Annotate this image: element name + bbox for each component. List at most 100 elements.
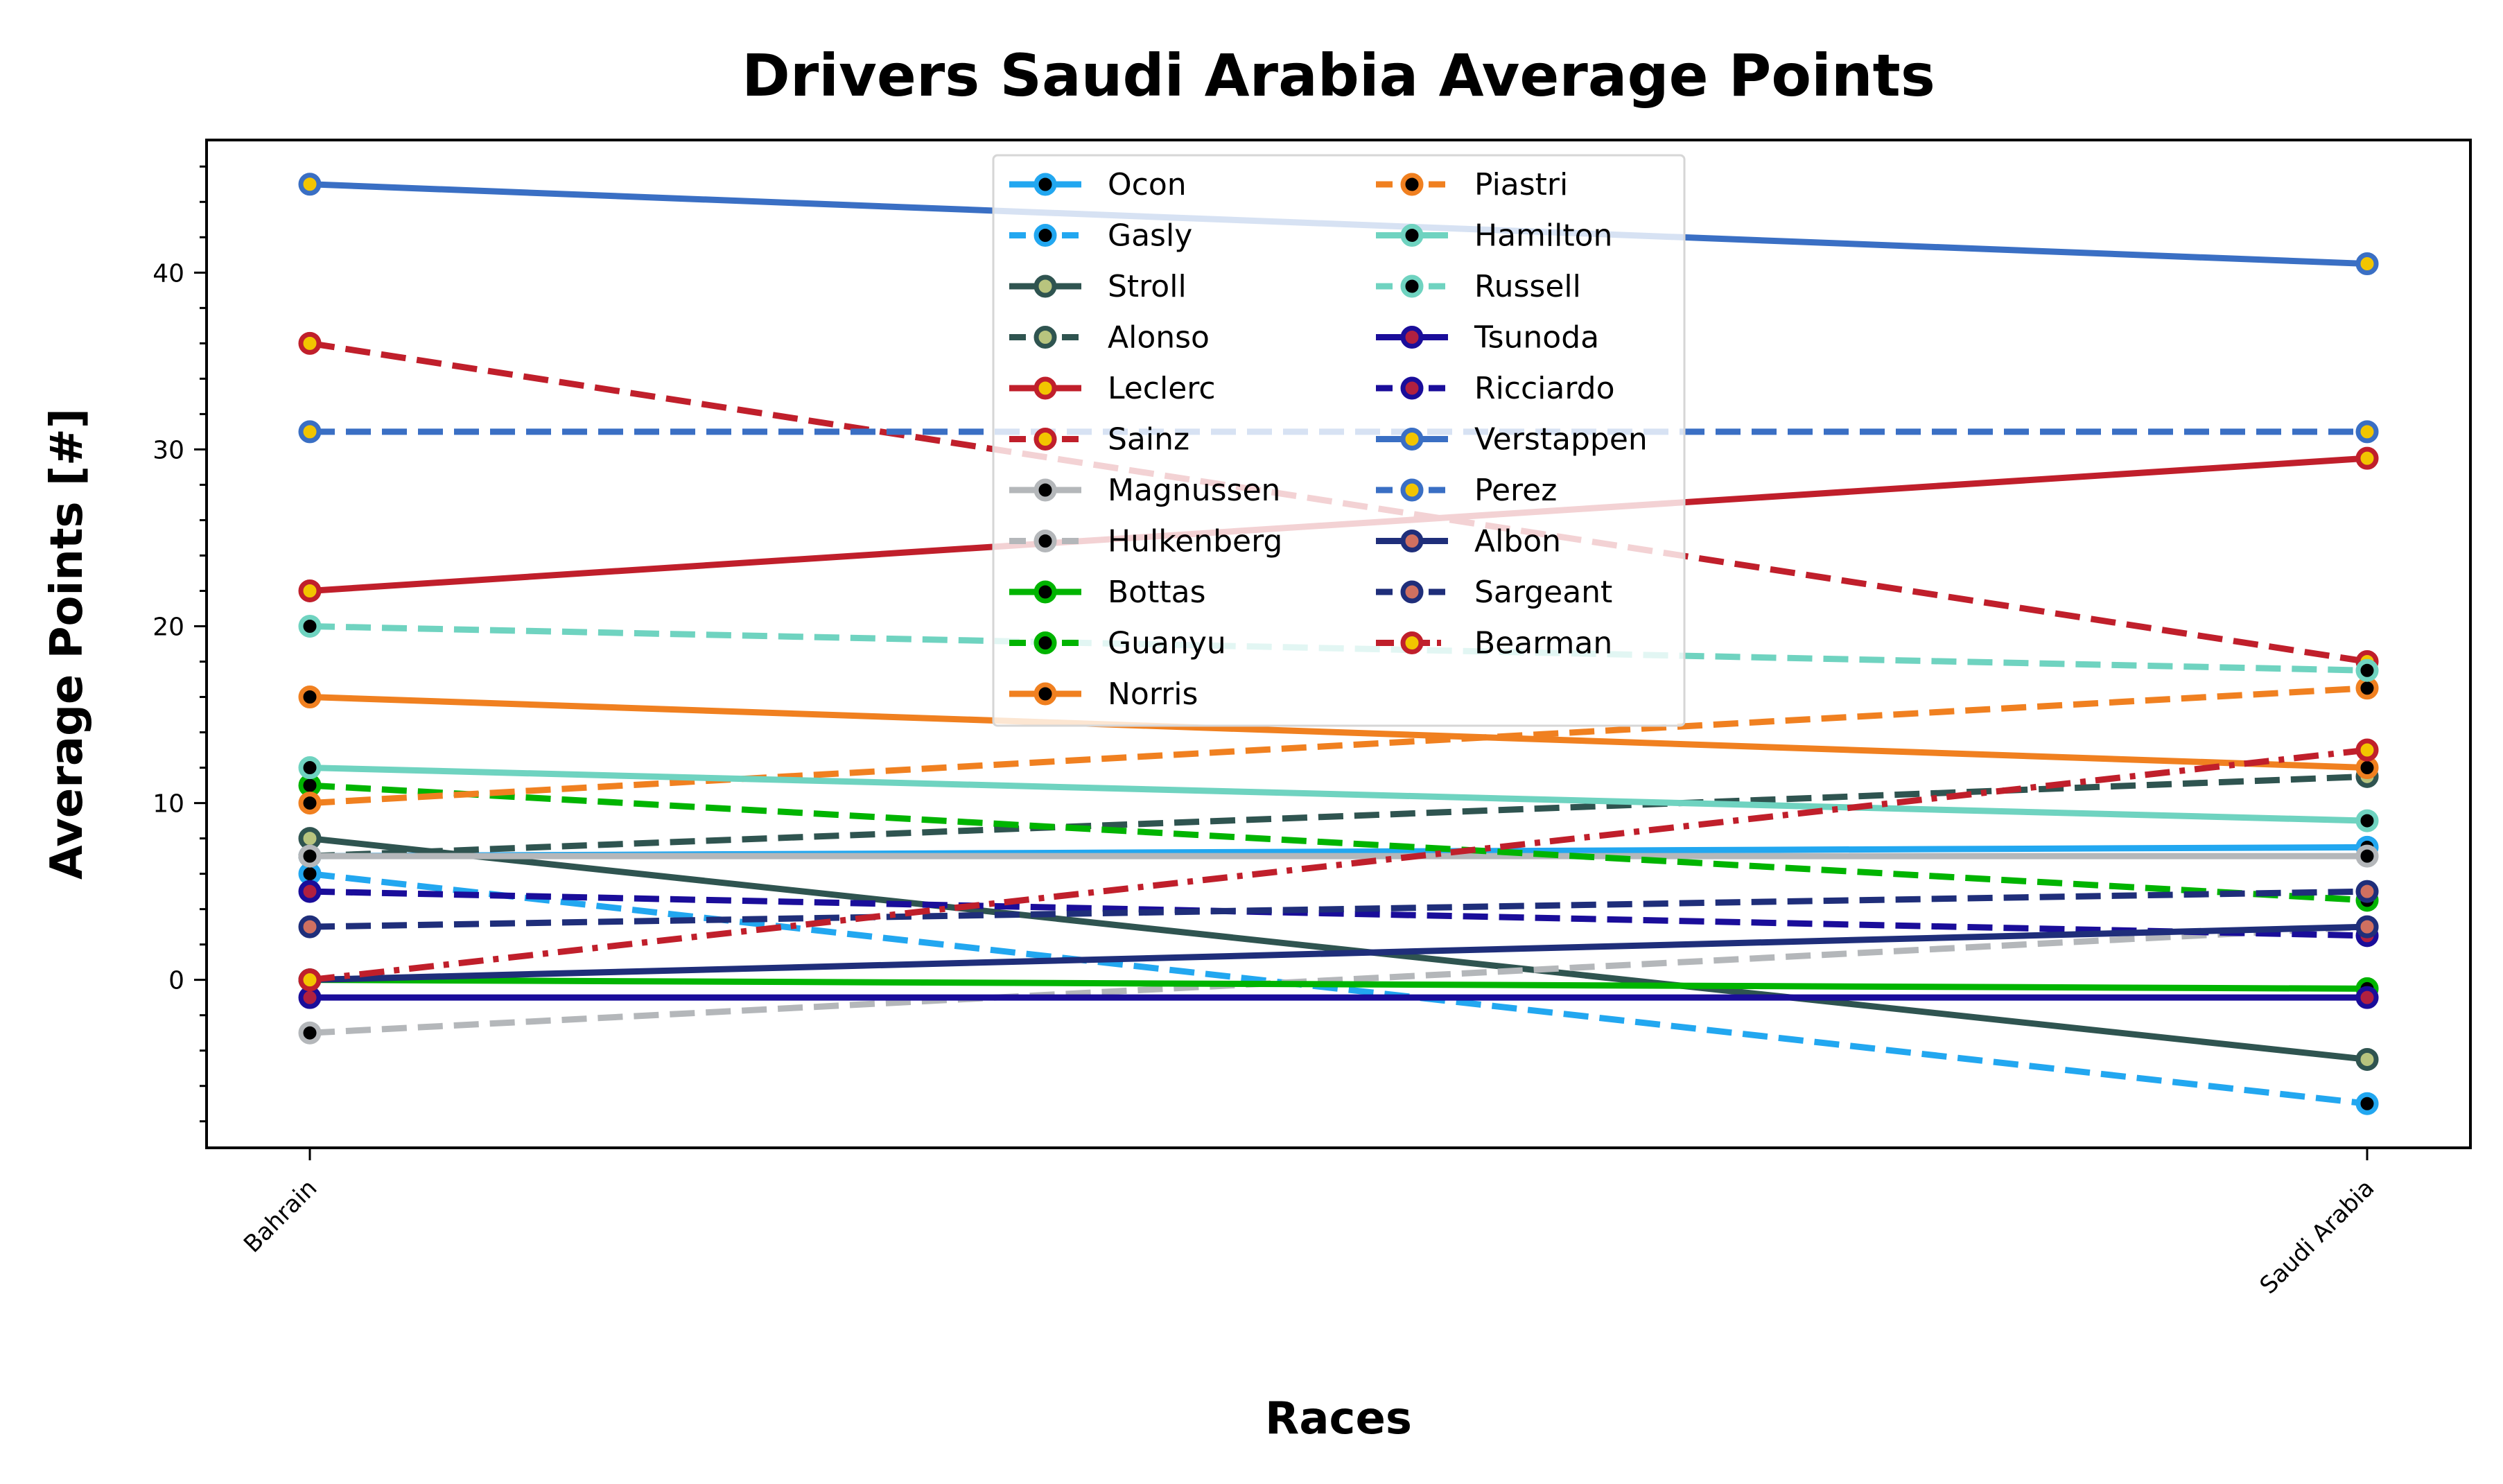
data-point: [2355, 446, 2379, 470]
legend-label: Guanyu: [1108, 626, 1226, 661]
data-point: [298, 173, 322, 196]
legend-entry: Ricciardo: [1376, 371, 1615, 406]
chart-title: Drivers Saudi Arabia Average Points: [742, 42, 1935, 110]
legend-marker: [1034, 376, 1057, 400]
data-point: [298, 579, 322, 602]
series-line: [309, 888, 2368, 930]
legend-label: Russell: [1474, 269, 1581, 304]
x-axis-label: Races: [1265, 1393, 1412, 1444]
series-line: [309, 782, 2368, 904]
series-line: [309, 977, 2368, 992]
data-point: [298, 756, 322, 780]
plot-area: [298, 173, 2379, 1115]
data-point: [298, 331, 322, 355]
legend-marker: [1034, 530, 1057, 552]
legend-marker: [1034, 580, 1057, 604]
legend-label: Stroll: [1108, 269, 1187, 304]
legend-marker: [1400, 173, 1424, 196]
legend-entry: Tsunoda: [1376, 320, 1599, 356]
legend-label: Magnussen: [1108, 473, 1280, 508]
legend-marker: [1400, 376, 1424, 400]
legend-box: [992, 154, 1686, 727]
legend-entry: Guanyu: [1009, 626, 1226, 661]
series-hamilton: [298, 756, 2379, 832]
legend-entry: Magnussen: [1009, 473, 1280, 508]
series-line: [309, 888, 2368, 939]
legend-marker: [1400, 224, 1424, 247]
data-point: [2355, 986, 2379, 1009]
legend-marker: [1034, 631, 1057, 654]
legend-marker: [1034, 224, 1057, 247]
legend-marker: [1034, 428, 1057, 451]
legend-label: Gasly: [1108, 218, 1192, 254]
data-point: [298, 420, 322, 444]
legend-marker: [1400, 580, 1424, 604]
data-point: [2355, 844, 2379, 868]
legend-entry: Sainz: [1009, 422, 1189, 457]
series-line: [309, 747, 2368, 984]
data-point: [298, 880, 322, 903]
legend-entry: Hulkenberg: [1009, 524, 1282, 559]
legend: Ocon Gasly Stroll Alonso Leclerc Sainz Magnuss…: [992, 154, 1686, 727]
series-magnussen: [298, 844, 2379, 868]
legend-marker: [1400, 428, 1424, 451]
series-line: [309, 765, 2368, 824]
legend-label: Albon: [1474, 524, 1561, 559]
legend-label: Perez: [1474, 473, 1557, 508]
legend-entry: Gasly: [1009, 218, 1192, 254]
legend-marker: [1400, 530, 1424, 552]
legend-label: Verstappen: [1474, 422, 1648, 457]
legend-label: Leclerc: [1108, 371, 1216, 406]
data-point: [298, 968, 322, 992]
data-point: [2355, 420, 2379, 444]
series-tsunoda: [298, 986, 2379, 1009]
y-tick-label: 40: [152, 259, 184, 288]
data-point: [298, 844, 322, 868]
legend-entry: Sargeant: [1376, 575, 1612, 610]
series-line: [309, 923, 2368, 984]
legend-label: Bearman: [1474, 626, 1612, 661]
legend-marker: [1400, 326, 1424, 349]
legend-entry: Albon: [1376, 524, 1561, 559]
data-point: [2355, 915, 2379, 939]
legend-marker: [1034, 326, 1057, 349]
series-line: [309, 340, 2368, 665]
legend-marker: [1400, 478, 1424, 502]
data-point: [2355, 1092, 2379, 1115]
legend-label: Hamilton: [1474, 218, 1612, 254]
y-tick-label: 10: [152, 790, 184, 819]
legend-entry: Russell: [1376, 269, 1581, 304]
y-tick-label: 30: [152, 436, 184, 464]
legend-marker: [1400, 631, 1424, 654]
legend-label: Piastri: [1474, 167, 1568, 202]
legend-label: Sainz: [1108, 422, 1189, 457]
legend-marker: [1034, 682, 1057, 706]
series-line: [309, 871, 2368, 1107]
y-axis-label: Average Points [#]: [42, 408, 93, 880]
y-axis: 0 10 20 30 40: [152, 165, 207, 1123]
data-point: [2355, 252, 2379, 276]
series-bearman: [298, 738, 2379, 992]
legend-entry: Perez: [1376, 473, 1557, 508]
series-line: [309, 694, 2368, 771]
series-piastri: [298, 676, 2379, 815]
series-line: [309, 773, 2368, 859]
data-point: [2355, 880, 2379, 903]
data-point: [298, 1021, 322, 1045]
data-point: [298, 792, 322, 815]
legend-entry: Hamilton: [1376, 218, 1612, 254]
data-point: [2355, 1047, 2379, 1071]
legend-label: Alonso: [1108, 320, 1210, 356]
legend-label: Tsunoda: [1474, 320, 1599, 356]
y-tick-label: 20: [152, 613, 184, 641]
data-point: [298, 686, 322, 709]
legend-entry: Leclerc: [1009, 371, 1216, 406]
series-line: [309, 835, 2368, 1063]
legend-marker: [1034, 478, 1057, 502]
legend-entry: Bottas: [1009, 575, 1206, 610]
legend-marker: [1400, 274, 1424, 298]
legend-marker: [1034, 274, 1057, 298]
data-point: [2355, 809, 2379, 832]
legend-label: Sargeant: [1474, 575, 1612, 610]
